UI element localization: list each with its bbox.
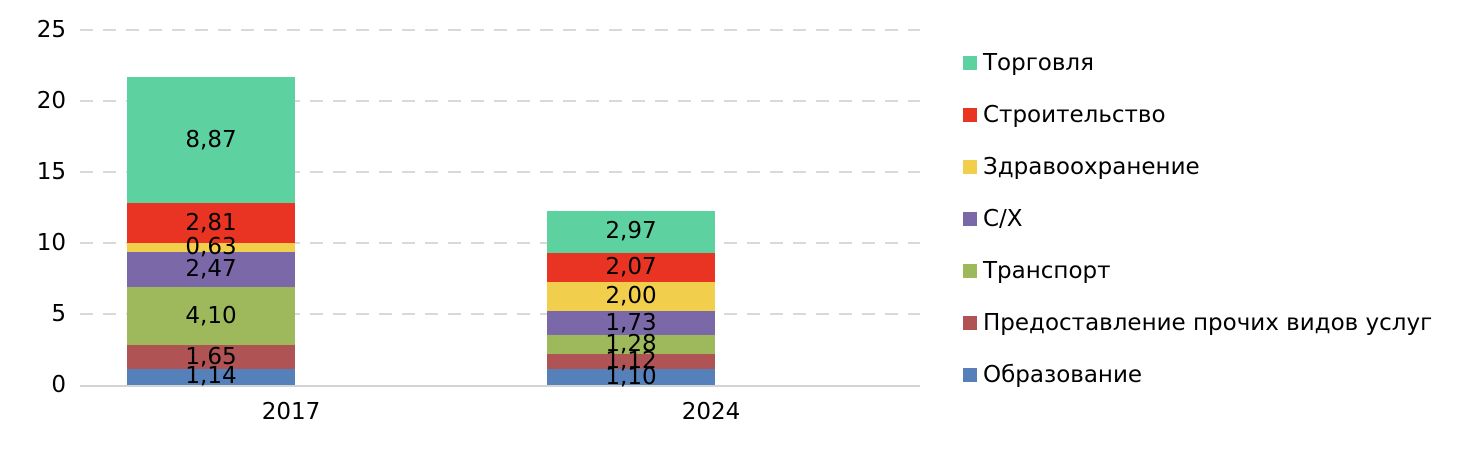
gridline bbox=[80, 242, 920, 244]
bar-segment: 1,10 bbox=[547, 365, 715, 388]
legend-label: Торговля bbox=[983, 50, 1094, 76]
bar-segment-value-label: 1,73 bbox=[605, 309, 657, 336]
bar-segment: 2,00 bbox=[547, 282, 715, 311]
plot-area bbox=[80, 29, 920, 387]
legend-swatch-icon bbox=[963, 368, 977, 382]
legend-label: Строительство bbox=[983, 102, 1166, 128]
bar-segment: 4,10 bbox=[127, 287, 295, 346]
y-axis-tick-label: 0 bbox=[51, 372, 66, 398]
legend-swatch-icon bbox=[963, 108, 977, 122]
legend-item: Торговля bbox=[963, 50, 1094, 76]
legend-swatch-icon bbox=[963, 264, 977, 278]
bar-segment-value-label: 8,87 bbox=[185, 126, 237, 153]
gridline bbox=[80, 171, 920, 173]
bar-segment: 1,14 bbox=[127, 365, 295, 388]
bar-segment: 2,47 bbox=[127, 252, 295, 288]
legend-label: Образование bbox=[983, 362, 1143, 388]
bar-segment: 1,73 bbox=[547, 309, 715, 336]
y-axis-tick-label: 15 bbox=[36, 159, 66, 185]
bar-segment: 1,12 bbox=[547, 349, 715, 372]
legend-item: Строительство bbox=[963, 102, 1166, 128]
bar-2024: 2,97 2,07 2,00 1,73 1,28 1,12 1,10 bbox=[547, 210, 715, 388]
legend-swatch-icon bbox=[963, 212, 977, 226]
gridline bbox=[80, 313, 920, 315]
x-axis-tick-label: 2017 bbox=[261, 399, 321, 425]
bar-segment-value-label: 1,65 bbox=[185, 343, 237, 370]
bar-segment-value-label: 4,10 bbox=[185, 302, 237, 329]
bar-segment: 2,97 bbox=[547, 210, 715, 253]
legend-label: Предоставление прочих видов услуг bbox=[983, 310, 1433, 336]
bar-segment-value-label: 1,12 bbox=[605, 347, 657, 374]
x-axis-line bbox=[80, 385, 920, 387]
bar-segment-value-label: 2,97 bbox=[605, 218, 657, 245]
bar-segment-value-label: 1,10 bbox=[605, 363, 657, 390]
legend-item: Образование bbox=[963, 362, 1142, 388]
bar-segment: 0,63 bbox=[127, 236, 295, 259]
legend-swatch-icon bbox=[963, 56, 977, 70]
bar-segment: 2,81 bbox=[127, 203, 295, 244]
legend-label: С/Х bbox=[983, 206, 1023, 232]
legend-label: Транспорт bbox=[983, 258, 1111, 284]
y-axis-tick-label: 10 bbox=[36, 230, 66, 256]
bar-segment-value-label: 0,63 bbox=[185, 234, 237, 261]
bar-segment: 2,07 bbox=[547, 252, 715, 283]
bar-segment-value-label: 2,81 bbox=[185, 209, 237, 236]
y-axis-tick-label: 25 bbox=[36, 17, 66, 43]
bar-2017: 8,87 2,81 0,63 2,47 4,10 1,65 1,14 bbox=[127, 77, 295, 388]
legend-swatch-icon bbox=[963, 316, 977, 330]
y-axis-tick-label: 5 bbox=[51, 301, 66, 327]
legend-label: Здравоохранение bbox=[983, 154, 1200, 180]
legend-swatch-icon bbox=[963, 160, 977, 174]
gridline bbox=[80, 29, 920, 31]
bar-segment-value-label: 1,14 bbox=[185, 363, 237, 390]
bar-segment-value-label: 2,47 bbox=[185, 256, 237, 283]
legend-item: Здравоохранение bbox=[963, 154, 1200, 180]
bar-segment-value-label: 2,00 bbox=[605, 283, 657, 310]
bar-segment: 1,65 bbox=[127, 343, 295, 370]
bar-segment-value-label: 2,07 bbox=[605, 254, 657, 281]
legend-item: Транспорт bbox=[963, 258, 1111, 284]
y-axis-tick-label: 20 bbox=[36, 88, 66, 114]
x-axis-tick-label: 2024 bbox=[681, 399, 741, 425]
bar-segment-value-label: 1,28 bbox=[605, 330, 657, 357]
legend-item: Предоставление прочих видов услуг bbox=[963, 310, 1432, 336]
bar-segment: 8,87 bbox=[127, 77, 295, 204]
gridline bbox=[80, 100, 920, 102]
legend-item: С/Х bbox=[963, 206, 1023, 232]
bar-segment: 1,28 bbox=[547, 330, 715, 357]
